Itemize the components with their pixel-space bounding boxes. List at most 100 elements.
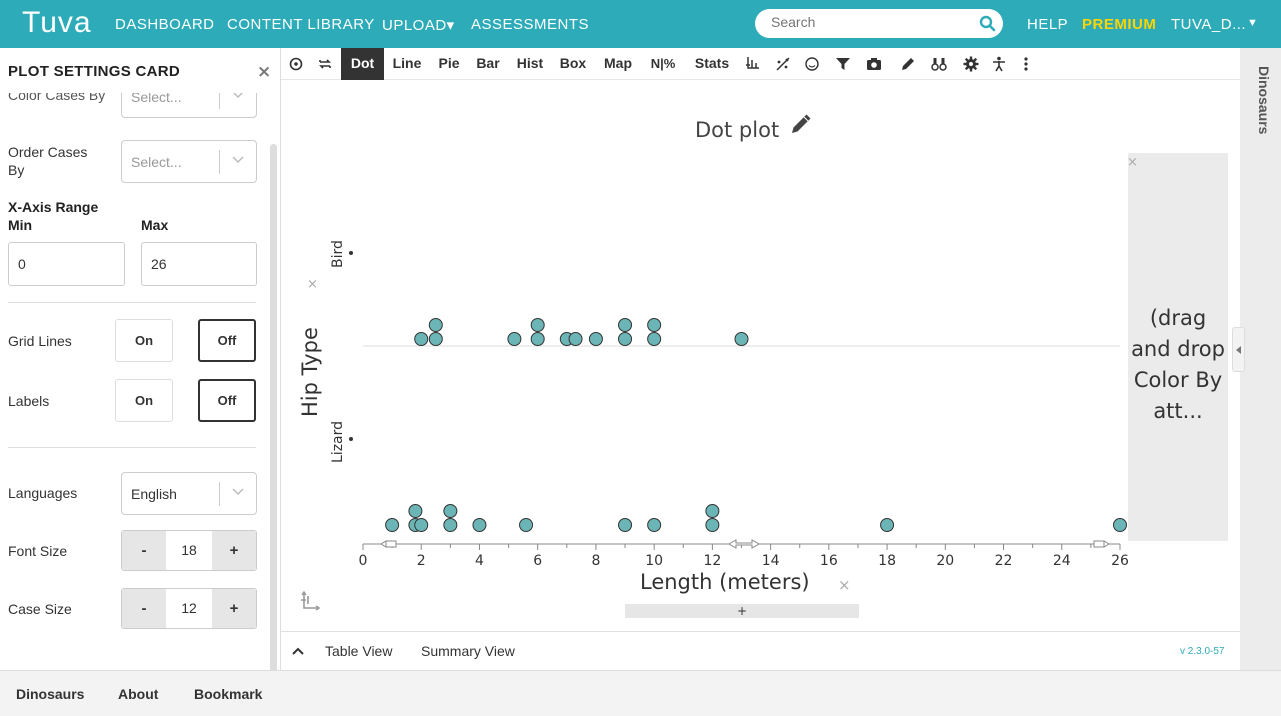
close-drop-zone-icon[interactable]: × [1127, 155, 1138, 170]
select-separator [219, 85, 220, 109]
binoculars-icon[interactable] [931, 56, 947, 72]
swap-icon[interactable] [317, 56, 333, 72]
tab-pie[interactable]: Pie [438, 55, 460, 71]
add-attribute-button[interactable]: + [625, 604, 859, 618]
tab-line[interactable]: Line [392, 55, 422, 71]
x-axis-title[interactable]: Length (meters) [640, 570, 810, 594]
top-navigation-bar: Tuva DASHBOARD CONTENT LIBRARY UPLOAD▾ A… [0, 0, 1281, 48]
tab-hist[interactable]: Hist [516, 55, 544, 71]
category-label-bird: Bird [330, 240, 346, 268]
filter-icon[interactable] [835, 56, 851, 72]
footer-about[interactable]: About [118, 686, 159, 702]
chevron-down-icon [232, 488, 244, 496]
dataset-sidebar [1240, 48, 1281, 670]
table-view-tab[interactable]: Table View [325, 643, 393, 659]
logo-text: Tuva [22, 6, 92, 39]
font-size-decrease-button[interactable]: - [122, 531, 166, 570]
footer-dinosaurs[interactable]: Dinosaurs [16, 686, 85, 702]
search-box[interactable] [755, 9, 1003, 38]
tuva-logo[interactable]: Tuva [22, 6, 92, 40]
tab-box[interactable]: Box [559, 55, 587, 71]
reset-icon[interactable] [288, 56, 304, 72]
case-size-value[interactable]: 12 [181, 600, 197, 616]
case-size-stepper: - 12 + [121, 588, 257, 629]
grid-lines-on-button[interactable]: On [115, 319, 173, 362]
languages-label: Languages [8, 485, 78, 501]
min-label: Min [8, 217, 33, 233]
remove-x-attribute-icon[interactable]: × [838, 576, 851, 594]
labels-label: Labels [8, 393, 50, 409]
search-input[interactable] [771, 14, 971, 30]
color-cases-value: Select... [131, 89, 182, 105]
grid-lines-off-button[interactable]: Off [198, 319, 256, 362]
x-max-input[interactable]: 26 [141, 242, 257, 286]
chevron-down-icon [232, 91, 244, 99]
divider [8, 447, 256, 448]
chevron-down-icon [232, 156, 244, 164]
close-settings-icon[interactable]: × [257, 62, 272, 82]
order-cases-label: Order Cases [8, 144, 88, 160]
search-icon[interactable] [979, 15, 996, 32]
tab-dot[interactable]: Dot [341, 48, 384, 80]
nav-help[interactable]: HELP [1027, 16, 1069, 33]
settings-scrollbar[interactable] [270, 144, 277, 670]
order-cases-label-by: By [8, 162, 25, 178]
smiley-icon[interactable] [804, 56, 820, 72]
x-min-value: 0 [18, 256, 26, 272]
plot-title[interactable]: Dot plot [695, 118, 780, 142]
plot-settings-card: PLOT SETTINGS CARD × Color Cases By Sele… [0, 48, 281, 670]
fit-icon[interactable] [775, 56, 791, 72]
y-axis-title[interactable]: Hip Type [298, 327, 322, 417]
view-bar: Table View Summary View [281, 631, 1240, 670]
accessibility-icon[interactable] [991, 56, 1007, 72]
summary-view-tab[interactable]: Summary View [421, 643, 515, 659]
labels-on-button[interactable]: On [115, 379, 173, 422]
dataset-tab-dinosaurs[interactable]: Dinosaurs [1256, 66, 1272, 135]
nav-dashboard[interactable]: DASHBOARD [115, 16, 215, 33]
settings-title: PLOT SETTINGS CARD [8, 63, 181, 80]
font-size-value[interactable]: 18 [181, 542, 197, 558]
chevron-left-icon [1236, 346, 1241, 354]
gear-icon[interactable] [963, 56, 979, 72]
chevron-up-icon[interactable] [291, 646, 305, 656]
nav-upload[interactable]: UPLOAD▾ [382, 17, 455, 34]
collapse-sidebar-handle[interactable] [1232, 327, 1245, 372]
axis-swap-icon[interactable] [299, 590, 321, 612]
x-min-input[interactable]: 0 [8, 242, 125, 286]
x-axis-range-label: X-Axis Range [8, 199, 99, 215]
grid-lines-label: Grid Lines [8, 333, 72, 349]
order-cases-value: Select... [131, 154, 182, 170]
x-max-value: 26 [151, 256, 167, 272]
select-separator [219, 150, 220, 174]
case-size-increase-button[interactable]: + [212, 589, 256, 628]
select-separator [219, 482, 220, 506]
tab-count-percent[interactable]: N|% [650, 56, 676, 71]
drop-hint: (drag and drop Color By att... [1131, 306, 1225, 423]
nav-content-library[interactable]: CONTENT LIBRARY [227, 16, 375, 33]
language-select[interactable]: English [121, 472, 257, 515]
edit-title-pencil-icon[interactable] [789, 111, 814, 136]
tab-bar[interactable]: Bar [476, 55, 500, 71]
footer-bookmark[interactable]: Bookmark [194, 686, 263, 702]
labels-off-button[interactable]: Off [198, 379, 256, 422]
case-size-label: Case Size [8, 601, 72, 617]
plot-toolbar: Dot Line Pie Bar Hist Box Map N|% Stats [281, 48, 1240, 80]
more-icon[interactable] [1018, 56, 1034, 72]
nav-assessments[interactable]: ASSESSMENTS [471, 16, 590, 33]
language-value: English [131, 486, 177, 502]
pencil-icon[interactable] [900, 56, 916, 72]
order-cases-select[interactable]: Select... [121, 140, 257, 183]
nav-user-menu[interactable]: TUVA_D... [1171, 16, 1247, 33]
settings-header: PLOT SETTINGS CARD × [0, 48, 280, 93]
color-by-drop-zone[interactable] [1128, 153, 1228, 541]
tab-map[interactable]: Map [604, 55, 632, 71]
axis-icon[interactable] [744, 56, 760, 72]
font-size-increase-button[interactable]: + [212, 531, 256, 570]
case-size-decrease-button[interactable]: - [122, 589, 166, 628]
nav-premium[interactable]: PREMIUM [1082, 16, 1157, 33]
camera-icon[interactable] [866, 56, 882, 72]
user-caret-icon[interactable]: ▼ [1247, 17, 1259, 29]
version-label: v 2.3.0-57 [1180, 646, 1225, 657]
tab-stats[interactable]: Stats [694, 55, 730, 71]
remove-y-attribute-icon[interactable]: × [307, 277, 318, 292]
